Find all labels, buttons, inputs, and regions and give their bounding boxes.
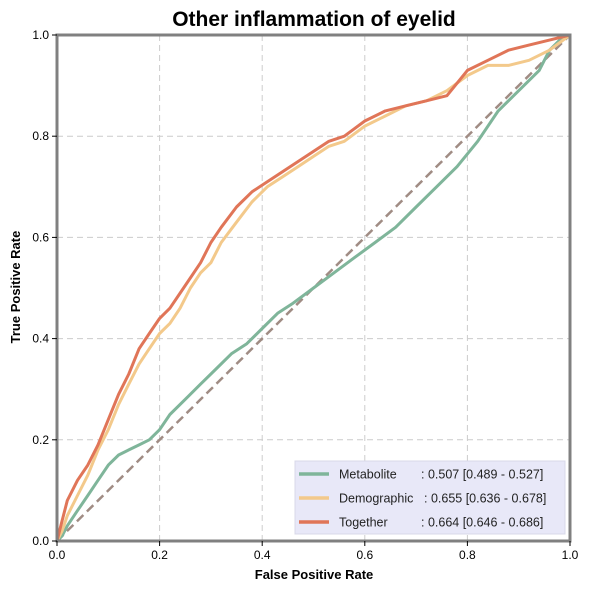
y-tick-label: 0.4 xyxy=(32,332,49,346)
x-axis-label: False Positive Rate xyxy=(255,567,374,582)
legend-value-demographic: : 0.655 [0.636 - 0.678] xyxy=(424,492,546,506)
y-tick-label: 0.0 xyxy=(32,534,49,548)
legend-box xyxy=(294,460,566,535)
roc-curves xyxy=(55,33,571,543)
chance-diagonal xyxy=(56,34,571,542)
roc-curve-demographic xyxy=(55,33,571,542)
legend-value-metabolite: : 0.507 [0.489 - 0.527] xyxy=(421,468,543,482)
x-tick-label: 0.6 xyxy=(356,548,373,562)
legend-label-metabolite: Metabolite xyxy=(339,468,397,482)
y-axis-label: True Positive Rate xyxy=(8,231,23,344)
legend-label-together: Together xyxy=(339,516,388,530)
legend: Metabolite : 0.507 [0.489 - 0.527] Demogra… xyxy=(294,460,566,535)
axis-ticks: 0.0 0.2 0.4 0.6 0.8 1.0 0.0 0.2 0.4 0.6 0.8 1.0 xyxy=(32,28,578,562)
x-tick-label: 0.2 xyxy=(151,548,168,562)
chart-title: Other inflammation of eyelid xyxy=(172,8,456,31)
roc-curve-together xyxy=(55,33,571,542)
legend-value-together: : 0.664 [0.646 - 0.686] xyxy=(421,516,543,530)
x-tick-label: 0.8 xyxy=(459,548,476,562)
x-tick-label: 0.4 xyxy=(254,548,271,562)
x-tick-label: 0.0 xyxy=(49,548,66,562)
legend-label-demographic: Demographic xyxy=(339,492,413,506)
y-tick-label: 0.6 xyxy=(32,230,49,244)
roc-curve-metabolite xyxy=(55,33,571,543)
y-tick-label: 0.8 xyxy=(32,129,49,143)
grid xyxy=(57,35,570,541)
x-tick-label: 1.0 xyxy=(562,548,579,562)
y-tick-label: 0.2 xyxy=(32,433,49,447)
plot-frame xyxy=(55,33,572,543)
y-tick-label: 1.0 xyxy=(32,28,49,42)
